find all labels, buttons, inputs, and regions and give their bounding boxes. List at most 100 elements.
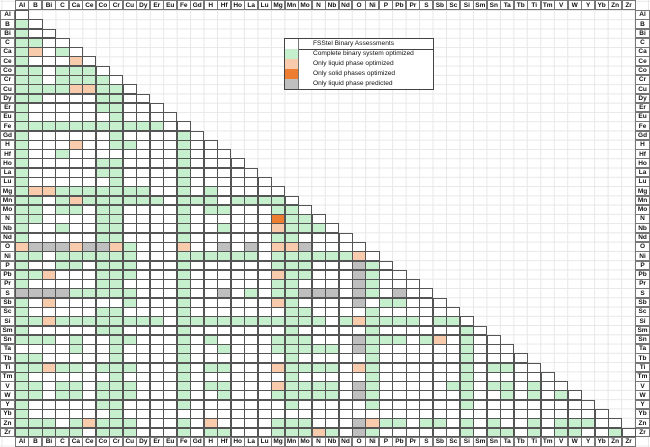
- matrix-cell-Zr-Ce: [82, 427, 97, 438]
- column-label-top: C: [55, 0, 70, 10]
- row-label-right: Zr: [635, 427, 650, 438]
- row-label-left: Hf: [0, 149, 15, 159]
- row-label-right: Tm: [635, 371, 650, 382]
- matrix-cell-Zr-Ho: [230, 427, 245, 438]
- column-label-bottom: N: [311, 436, 326, 447]
- column-label-bottom: Cr: [109, 436, 124, 447]
- legend-item-solid-optimized: Only solid phases optimized: [285, 69, 433, 79]
- column-label-bottom: Si: [459, 436, 474, 447]
- row-label-left: N: [0, 214, 15, 224]
- column-label-bottom: Hf: [217, 436, 232, 447]
- row-label-right: Dy: [635, 93, 650, 104]
- column-label-top: Tm: [540, 0, 555, 10]
- column-label-top: Mg: [271, 0, 286, 10]
- matrix-cell-Zr-Ni: [365, 427, 380, 438]
- row-label-left: Sn: [0, 334, 15, 345]
- matrix-cell-Zr-Si: [459, 427, 474, 438]
- column-label-bottom: Co: [95, 436, 110, 447]
- row-label-left: Pb: [0, 269, 15, 280]
- column-label-bottom: Gd: [190, 436, 205, 447]
- row-label-right: Bi: [635, 28, 650, 39]
- matrix-cell-Zr-O: [352, 427, 367, 438]
- matrix-cell-Zr-Gd: [190, 427, 205, 438]
- row-label-right: Sb: [635, 297, 650, 308]
- row-label-left: P: [0, 260, 15, 271]
- row-label-left: Cu: [0, 84, 15, 94]
- row-label-left: B: [0, 19, 15, 29]
- column-label-top: Nb: [325, 0, 339, 10]
- column-label-bottom: Ho: [230, 436, 245, 447]
- row-label-left: Mn: [0, 195, 15, 206]
- legend: FSStel Binary Assessments Complete binar…: [284, 38, 434, 90]
- column-label-bottom: W: [567, 436, 582, 447]
- row-label-left: H: [0, 139, 15, 150]
- row-label-left: Sc: [0, 306, 15, 317]
- column-label-top: W: [567, 0, 582, 10]
- row-label-right: B: [635, 19, 650, 29]
- matrix-cell-Zr-H: [203, 427, 218, 438]
- row-label-left: Co: [0, 65, 15, 76]
- matrix-cell-Zr-Nb: [325, 427, 340, 438]
- column-label-bottom: S: [419, 436, 434, 447]
- legend-swatch-green: [285, 49, 299, 59]
- row-label-right: Gd: [635, 130, 650, 141]
- column-label-bottom: Mn: [284, 436, 299, 447]
- row-label-left: Ti: [0, 362, 15, 373]
- column-label-bottom: Bi: [41, 436, 56, 447]
- row-label-left: Al: [0, 10, 15, 20]
- row-label-right: Sm: [635, 325, 650, 336]
- column-label-bottom: Pr: [405, 436, 420, 447]
- column-label-bottom: C: [55, 436, 70, 447]
- matrix-cell-Zr-S: [419, 427, 434, 438]
- row-label-right: Ti: [635, 362, 650, 373]
- matrix-cell-Zr-Tm: [540, 427, 555, 438]
- column-label-top: Nd: [338, 0, 353, 10]
- row-label-right: Cr: [635, 74, 650, 85]
- column-label-bottom: Nb: [325, 436, 339, 447]
- legend-item-liquid-optimized: Only liquid phase optimized: [285, 59, 433, 69]
- matrix-cell-Zr-Cu: [122, 427, 137, 438]
- column-label-bottom: Pb: [392, 436, 407, 447]
- matrix-cell-Zr-Sc: [446, 427, 461, 438]
- row-label-right: Cu: [635, 84, 650, 94]
- column-label-top: Eu: [163, 0, 178, 10]
- row-label-left: Ni: [0, 251, 15, 261]
- column-label-top: Ho: [230, 0, 245, 10]
- matrix-cell-Zr-C: [55, 427, 70, 438]
- matrix-cell-Zr-Hf: [217, 427, 232, 438]
- column-label-top: Tb: [513, 0, 528, 10]
- row-label-left: Zn: [0, 418, 15, 428]
- column-label-bottom: Sc: [446, 436, 461, 447]
- row-label-right: Nd: [635, 232, 650, 243]
- column-label-top: S: [419, 0, 434, 10]
- row-label-left: Sm: [0, 325, 15, 336]
- row-label-left: Ta: [0, 344, 15, 354]
- column-label-top: O: [352, 0, 366, 10]
- column-label-top: Gd: [190, 0, 205, 10]
- column-label-bottom: Sm: [473, 436, 488, 447]
- column-label-top: P: [378, 0, 393, 10]
- column-label-bottom: Mo: [298, 436, 313, 447]
- matrix-cell-Zr-Eu: [163, 427, 178, 438]
- row-label-right: Sc: [635, 306, 650, 317]
- matrix-cell-Zr-Bi: [41, 427, 57, 438]
- row-label-left: Mo: [0, 204, 15, 215]
- row-label-right: C: [635, 37, 650, 48]
- legend-label: Only liquid phase optimized: [313, 60, 394, 68]
- column-label-top: Pr: [405, 0, 420, 10]
- row-label-left: Nd: [0, 232, 15, 243]
- column-label-top: Si: [459, 0, 474, 10]
- row-label-left: V: [0, 381, 15, 391]
- row-label-right: Ta: [635, 344, 650, 354]
- row-label-left: Y: [0, 399, 15, 410]
- row-label-right: Er: [635, 102, 650, 113]
- row-label-right: Ni: [635, 251, 650, 261]
- row-label-right: Nb: [635, 223, 650, 234]
- row-label-left: Lu: [0, 177, 15, 187]
- column-label-bottom: Lu: [257, 436, 272, 447]
- legend-item-complete: Complete binary system optimized: [285, 49, 433, 59]
- column-label-top: Mn: [284, 0, 299, 10]
- column-label-top: Mo: [298, 0, 313, 10]
- matrix-cell-Zr-Mo: [298, 427, 313, 438]
- matrix-cell-Zr-Ca: [68, 427, 83, 438]
